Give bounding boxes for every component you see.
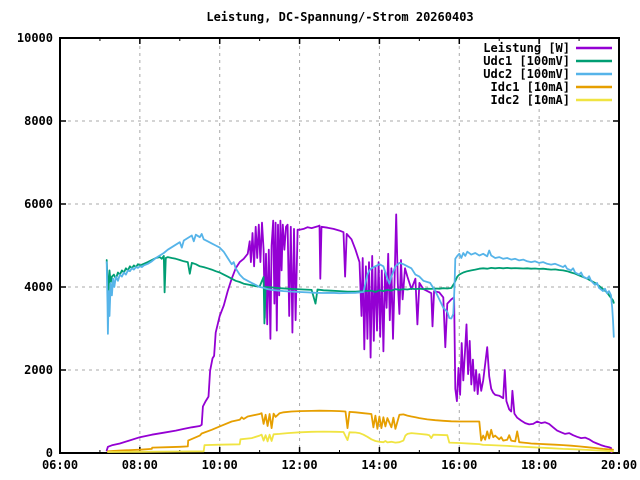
y-tick-label: 0 xyxy=(46,446,53,460)
plot-border xyxy=(59,37,620,454)
chart-plot-area: 06:00 08:00 10:00 12:00 14:00 16:00 18:00 20:00… xyxy=(17,31,637,472)
series-line-leistung xyxy=(105,213,613,453)
x-tick-label: 10:00 xyxy=(202,458,238,472)
legend-label: Udc1 [100mV] xyxy=(483,54,570,68)
y-tick-label: 8000 xyxy=(24,114,53,128)
series-line-idc1 xyxy=(107,409,614,453)
legend-label: Leistung [W] xyxy=(483,41,570,55)
x-tick-label: 12:00 xyxy=(282,458,318,472)
series-line-udc2 xyxy=(105,233,615,338)
x-tick-label: 08:00 xyxy=(122,458,158,472)
x-tick-label: 06:00 xyxy=(42,458,78,472)
x-tick-label: 16:00 xyxy=(441,458,477,472)
y-tick-label: 4000 xyxy=(24,280,53,294)
y-tick-label: 2000 xyxy=(24,363,53,377)
y-tick-label: 6000 xyxy=(24,197,53,211)
chart-title: Leistung, DC-Spannung/-Strom 20260403 xyxy=(206,10,473,24)
legend-label: Idc2 [10mA] xyxy=(491,93,570,107)
y-tick-label: 10000 xyxy=(17,31,53,45)
legend-label: Udc2 [100mV] xyxy=(483,67,570,81)
legend-label: Idc1 [10mA] xyxy=(491,80,570,94)
x-tick-label: 18:00 xyxy=(521,458,557,472)
x-tick-label: 14:00 xyxy=(361,458,397,472)
x-tick-label: 20:00 xyxy=(601,458,637,472)
series-line-idc2 xyxy=(107,430,614,453)
